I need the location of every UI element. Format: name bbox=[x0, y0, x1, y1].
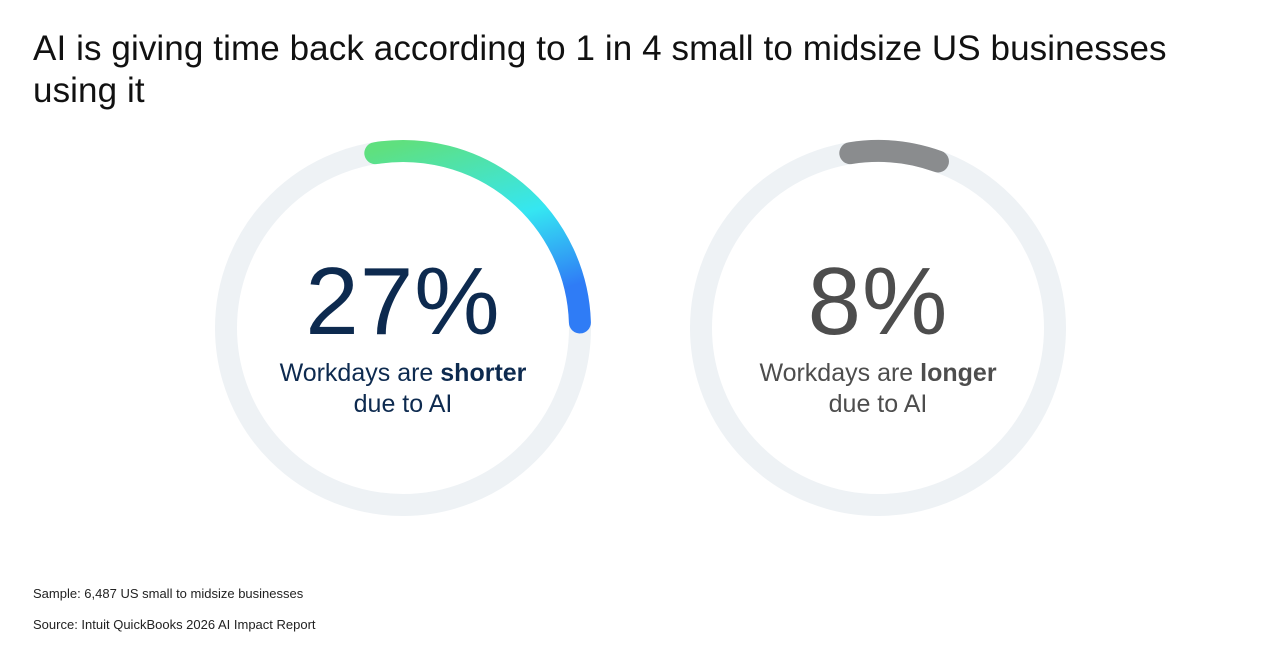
donut-arc-longer bbox=[839, 140, 949, 173]
donut-chart-longer bbox=[690, 140, 1066, 516]
gauge-value-longer: 8% bbox=[807, 248, 949, 355]
caption-prefix: Workdays are bbox=[279, 359, 441, 387]
caption-prefix: Workdays are bbox=[759, 359, 921, 387]
footnote-source: Source: Intuit QuickBooks 2026 AI Impact… bbox=[33, 617, 316, 632]
donut-chart-shorter bbox=[215, 140, 591, 516]
caption-emphasis: longer bbox=[920, 359, 997, 387]
page-title: AI is giving time back according to 1 in… bbox=[33, 29, 1167, 110]
caption-emphasis: shorter bbox=[440, 359, 527, 387]
caption-suffix: due to AI bbox=[828, 390, 928, 418]
gauge-caption-longer: Workdays are longer due to AI bbox=[688, 358, 1068, 420]
donut-arc-shorter bbox=[364, 140, 591, 334]
footnote-sample: Sample: 6,487 US small to midsize busine… bbox=[33, 586, 304, 601]
gauge-caption-shorter: Workdays are shorter due to AI bbox=[213, 358, 593, 420]
gauge-longer-workdays: 8% Workdays are longer due to AI bbox=[688, 138, 1068, 518]
caption-suffix: due to AI bbox=[353, 390, 453, 418]
gauge-value-shorter: 27% bbox=[305, 248, 501, 355]
gauge-shorter-workdays: 27% Workdays are shorter due to AI bbox=[213, 138, 593, 518]
